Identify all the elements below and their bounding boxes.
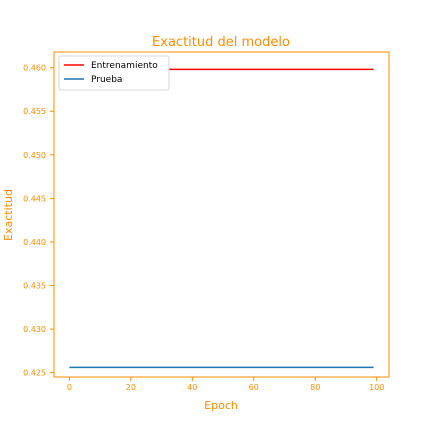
chart-title: Exactitud del modelo xyxy=(152,35,290,50)
y-tick-label: 0.435 xyxy=(23,282,46,291)
y-tick-label: 0.440 xyxy=(23,238,46,247)
y-axis-label: Exactitud xyxy=(2,189,15,241)
y-tick-label: 0.455 xyxy=(23,107,46,116)
plot-area xyxy=(53,51,390,378)
y-tick-label: 0.450 xyxy=(23,151,46,160)
y-axis: 0.425 0.430 0.435 0.440 0.445 0.450 0.455 0.460 xyxy=(23,64,54,378)
y-tick-label: 0.425 xyxy=(23,369,46,378)
x-axis-label: Epoch xyxy=(204,399,238,412)
x-tick-label: 100 xyxy=(369,383,384,392)
y-tick-label: 0.460 xyxy=(23,64,46,73)
x-tick-label: 0 xyxy=(67,383,72,392)
x-tick-label: 20 xyxy=(126,383,136,392)
series-lines xyxy=(69,68,374,369)
legend: Entrenamiento Prueba xyxy=(58,55,170,91)
legend-box xyxy=(58,55,170,91)
legend-label: Prueba xyxy=(91,75,122,85)
y-tick-label: 0.445 xyxy=(23,194,46,203)
x-tick-label: 80 xyxy=(310,383,320,392)
legend-label: Entrenamiento xyxy=(91,61,158,71)
x-tick-label: 40 xyxy=(187,383,197,392)
x-tick-label: 60 xyxy=(249,383,259,392)
x-axis: 0 20 40 60 80 100 xyxy=(67,377,384,392)
y-tick-label: 0.430 xyxy=(23,325,46,334)
